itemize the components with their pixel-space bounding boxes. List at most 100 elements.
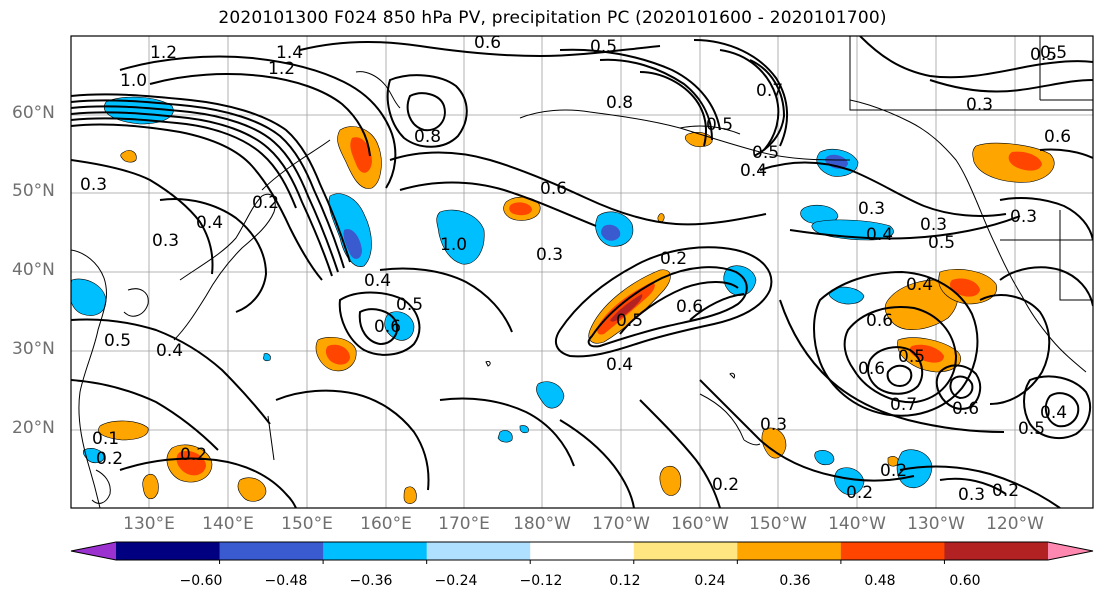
- colorbar-swatch: [737, 542, 842, 560]
- contour-label: 0.5: [706, 115, 733, 135]
- contour-label: 0.6: [1044, 127, 1071, 147]
- colorbar-swatch: [840, 542, 945, 560]
- contour-label: 0.5: [1030, 45, 1057, 65]
- contour-label: 0.2: [712, 475, 739, 495]
- lat-label-60n: 60°N: [12, 103, 55, 123]
- lon-label-130e: 130°E: [123, 514, 175, 534]
- lon-label-120w: 120°W: [986, 514, 1044, 534]
- contour-label: 0.1: [92, 429, 119, 449]
- colorbar-tick: 0.36: [779, 573, 811, 589]
- contour-label: 0.4: [196, 213, 223, 233]
- contour-label: 0.3: [920, 215, 947, 235]
- colorbar-tick: −0.48: [264, 573, 308, 589]
- contour-label: 0.3: [1010, 207, 1037, 227]
- contour-label: 1.4: [276, 43, 303, 63]
- contour-label: 0.4: [740, 161, 767, 181]
- contour-label: 0.3: [80, 175, 107, 195]
- contour-label: 1.0: [440, 235, 467, 255]
- contour-label: 1.2: [268, 59, 295, 79]
- contour-label: 0.8: [414, 127, 441, 147]
- contour-label: 0.6: [676, 297, 703, 317]
- contour-label: 0.7: [890, 395, 917, 415]
- lat-label-30n: 30°N: [12, 339, 55, 359]
- contour-label: 0.6: [866, 311, 893, 331]
- colorbar-tick: 0.48: [864, 573, 896, 589]
- colorbar-swatch: [426, 542, 531, 560]
- colorbar-tick: 0.60: [949, 573, 981, 589]
- contour-labels: 1.2 1.4 1.2 1.0 0.6 0.5 0.5 0.7 0.5 0.8 …: [80, 33, 1071, 505]
- contour-label: 0.5: [104, 331, 131, 351]
- contour-label: 1.0: [120, 71, 147, 91]
- lon-label-150w: 150°W: [749, 514, 807, 534]
- colorbar-swatch: [944, 542, 1049, 560]
- contour-label: 0.2: [846, 483, 873, 503]
- contour-label: 0.3: [760, 415, 787, 435]
- contour-label: 0.2: [880, 461, 907, 481]
- contour-label: 0.5: [898, 347, 925, 367]
- lon-label-140w: 140°W: [828, 514, 886, 534]
- contour-label: 0.4: [606, 355, 633, 375]
- coastlines: [71, 36, 1093, 508]
- colorbar-tick: 0.12: [609, 573, 641, 589]
- contour-label: 0.6: [858, 359, 885, 379]
- contour-label: 0.5: [616, 311, 643, 331]
- lon-label-160e: 160°E: [360, 514, 412, 534]
- contour-label: 0.6: [474, 33, 501, 53]
- colorbar-swatch: [116, 542, 221, 560]
- colorbar-tick: −0.36: [349, 573, 393, 589]
- contour-label: 0.4: [364, 271, 391, 291]
- colorbar-tick: −0.60: [179, 573, 223, 589]
- contour-label: 0.2: [252, 193, 279, 213]
- contour-label: 0.3: [958, 485, 985, 505]
- contour-label: 0.6: [952, 399, 979, 419]
- contour-label: 1.2: [150, 43, 177, 63]
- colorbar-tick: −0.12: [519, 573, 563, 589]
- contour-label: 0.4: [1040, 403, 1067, 423]
- contour-label: 0.4: [866, 225, 893, 245]
- colorbar-swatch: [633, 542, 738, 560]
- contour-label: 0.5: [396, 295, 423, 315]
- map-frame: [70, 35, 1094, 509]
- contour-label: 0.4: [906, 275, 933, 295]
- pv-contours: [71, 36, 1093, 508]
- contour-label: 0.8: [606, 93, 633, 113]
- contour-label: 0.3: [858, 199, 885, 219]
- lat-label-20n: 20°N: [12, 418, 55, 438]
- contour-label: 0.3: [966, 95, 993, 115]
- colorbar-extend-high: [1048, 542, 1093, 560]
- lon-label-130w: 130°W: [907, 514, 965, 534]
- lon-label-180w: 180°W: [513, 514, 571, 534]
- contour-label: 0.5: [928, 233, 955, 253]
- lon-label-150e: 150°E: [281, 514, 333, 534]
- colorbar-tick: 0.24: [694, 573, 726, 589]
- colorbar-tick: −0.24: [434, 573, 478, 589]
- contour-label: 0.2: [180, 445, 207, 465]
- lon-label-140e: 140°E: [202, 514, 254, 534]
- map-area: 1.2 1.4 1.2 1.0 0.6 0.5 0.5 0.7 0.5 0.8 …: [71, 33, 1093, 508]
- contour-label: 0.4: [156, 341, 183, 361]
- contour-label: 0.5: [590, 37, 617, 57]
- contour-label: 0.5: [1018, 419, 1045, 439]
- contour-label: 0.6: [374, 317, 401, 337]
- colorbar-swatch: [530, 542, 635, 560]
- contour-label: 0.5: [752, 143, 779, 163]
- contour-label: 0.6: [540, 179, 567, 199]
- colorbar-extend-low: [71, 542, 116, 560]
- colorbar-swatch: [323, 542, 428, 560]
- contour-label: 0.3: [152, 231, 179, 251]
- colorbar-outline: [70, 541, 1094, 561]
- lon-label-160w: 160°W: [671, 514, 729, 534]
- map-title: 2020101300 F024 850 hPa PV, precipitatio…: [218, 8, 887, 28]
- contour-label: 0.2: [96, 449, 123, 469]
- lat-label-50n: 50°N: [12, 181, 55, 201]
- contour-label: 0.5: [1040, 43, 1067, 63]
- contour-label: 0.3: [536, 245, 563, 265]
- colorbar-swatch: [219, 542, 324, 560]
- precip-positive-areas: [98, 126, 1055, 504]
- lat-label-40n: 40°N: [12, 260, 55, 280]
- contour-label: 0.2: [992, 481, 1019, 501]
- lon-label-170w: 170°W: [592, 514, 650, 534]
- lon-label-170e: 170°E: [438, 514, 490, 534]
- colorbar: [70, 541, 1094, 564]
